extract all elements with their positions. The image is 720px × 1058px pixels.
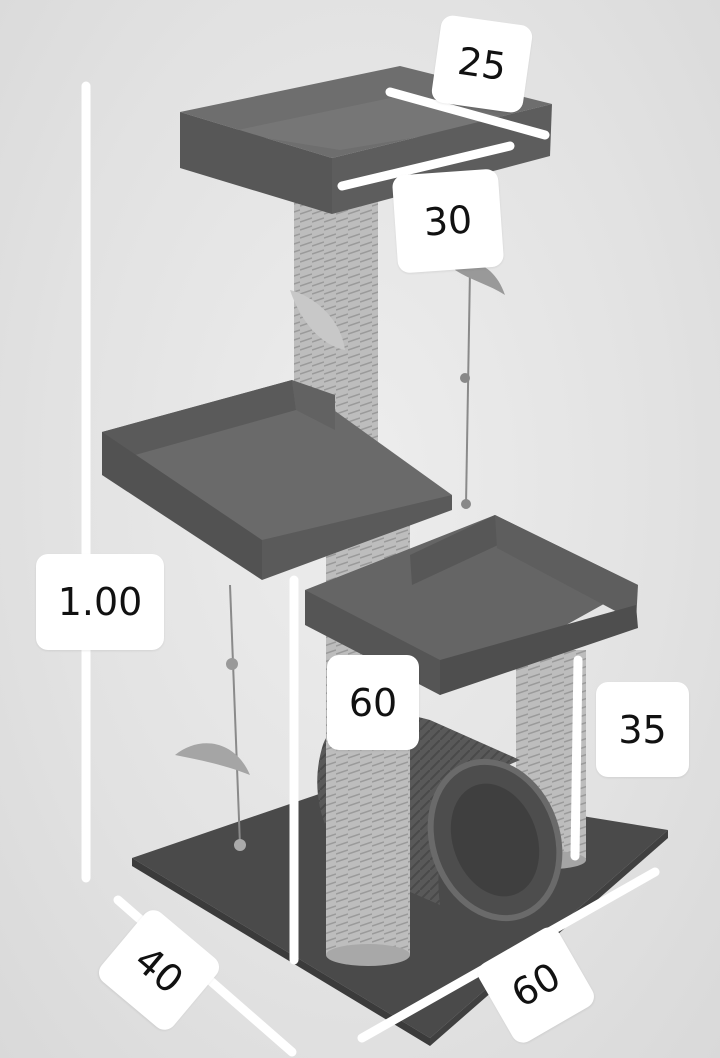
- top-width-line: [337, 141, 515, 191]
- toy-string: [229, 584, 241, 846]
- total-height-label: 1.00: [36, 554, 164, 650]
- small-post-height-label: 35: [596, 682, 689, 777]
- top-width-label: 30: [391, 168, 505, 274]
- small-post-height-line: [570, 655, 583, 861]
- base-edge: [132, 858, 430, 1046]
- toy-feather: [290, 290, 345, 350]
- top-depth-line: [385, 87, 550, 140]
- main-post-base: [326, 944, 410, 966]
- lower-shelf-front: [440, 605, 638, 695]
- middle-shelf-rim-back: [102, 380, 296, 462]
- toy-bell: [226, 658, 238, 670]
- toy-bell: [234, 839, 246, 851]
- post-height-label: 60: [327, 655, 419, 750]
- toy-bell: [461, 499, 471, 509]
- toy-feather: [175, 743, 250, 775]
- toy-string: [465, 269, 471, 506]
- toy-feather: [455, 263, 505, 295]
- toy-bell: [460, 373, 470, 383]
- lower-shelf-rim-back: [410, 515, 498, 585]
- middle-shelf-front: [102, 432, 262, 580]
- middle-shelf-rim-right: [292, 380, 335, 430]
- lower-shelf-rim-right: [495, 515, 638, 622]
- top-depth-label: 25: [430, 14, 534, 114]
- middle-shelf-front-right: [262, 495, 452, 580]
- top-shelf-front: [180, 112, 332, 214]
